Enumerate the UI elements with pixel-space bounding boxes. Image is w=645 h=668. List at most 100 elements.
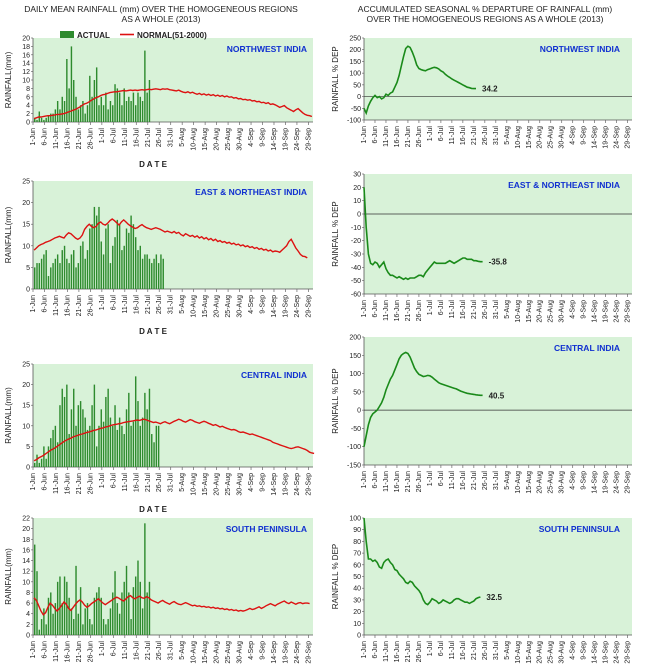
actual-bar <box>79 587 82 635</box>
actual-bar <box>40 619 43 635</box>
actual-bar <box>91 96 93 122</box>
actual-bar <box>112 425 114 467</box>
x-tick-label: 6-Jul <box>110 473 117 489</box>
actual-bar <box>100 409 102 467</box>
x-tick-label: 14-Sep <box>592 471 599 494</box>
y-tick-label: 10 <box>22 423 30 430</box>
x-tick-label: 21-Jun <box>405 641 412 663</box>
actual-bar <box>148 80 151 122</box>
x-tick-label: 5-Aug <box>504 126 511 145</box>
y-tick-label: 10 <box>22 243 30 250</box>
y-tick-label: 70 <box>353 551 361 558</box>
actual-bar <box>75 425 77 467</box>
x-tick-label: 26-Jun <box>87 295 94 317</box>
x-tick-label: 24-Sep <box>294 128 301 151</box>
x-tick-label: 14-Sep <box>271 295 278 318</box>
actual-bar <box>139 245 141 289</box>
x-tick-label: 1-Jul <box>99 473 106 489</box>
actual-bar <box>34 117 36 122</box>
x-tick-label: 1-Jun <box>30 295 37 313</box>
x-tick-label: 21-Jun <box>76 128 83 150</box>
x-tick-label: 4-Sep <box>570 471 577 490</box>
y-tick-label: 20 <box>22 382 30 389</box>
actual-bar <box>89 228 91 289</box>
actual-bar <box>84 113 86 122</box>
actual-bar <box>146 254 148 289</box>
actual-bar <box>86 105 89 122</box>
x-tick-label: 9-Sep <box>581 641 588 660</box>
x-tick-label: 11-Jul <box>122 641 129 660</box>
y-tick-label: 15 <box>22 403 30 410</box>
actual-bar <box>141 608 144 635</box>
x-tick-label: 9-Sep <box>260 295 267 314</box>
actual-bar <box>84 608 86 635</box>
x-tick-label: 25-Aug <box>548 641 555 664</box>
actual-bar <box>36 454 38 467</box>
x-tick-label: 30-Aug <box>559 641 566 664</box>
actual-bar <box>107 388 109 467</box>
actual-bar <box>109 101 112 122</box>
actual-bar <box>109 263 112 289</box>
y-tick-label: 5 <box>26 265 30 272</box>
x-tick-label: 24-Sep <box>614 641 621 664</box>
x-tick-label: 26-Jul <box>482 471 489 491</box>
y-tick-label: 4 <box>26 103 30 110</box>
x-tick-label: 26-Jul <box>482 641 489 661</box>
actual-bar <box>151 434 153 467</box>
x-tick-label: 25-Aug <box>225 641 232 664</box>
x-tick-label: 16-Jun <box>394 126 401 148</box>
x-tick-label: 29-Sep <box>305 295 312 318</box>
x-tick-label: 5-Aug <box>179 473 186 492</box>
y-axis-label: RAINFALL(mm) <box>4 387 13 444</box>
actual-bar <box>151 263 153 289</box>
actual-bar <box>79 245 82 289</box>
panel-background <box>33 38 313 122</box>
departure-header: ACCUMULATED SEASONAL % DEPARTURE OF RAIN… <box>357 4 613 24</box>
y-tick-label: 0 <box>26 287 30 294</box>
x-tick-label: 10-Aug <box>515 471 522 494</box>
actual-bar <box>84 258 86 289</box>
y-tick-label: 100 <box>349 371 361 378</box>
actual-bar <box>114 237 116 289</box>
x-tick-label: 31-Jul <box>168 295 175 315</box>
actual-bar <box>95 592 98 635</box>
actual-bar <box>54 603 57 635</box>
actual-bar <box>109 417 112 467</box>
y-tick-label: 150 <box>349 59 361 66</box>
x-tick-label: 1-Jul <box>99 641 106 657</box>
end-value-label: 40.5 <box>489 391 505 400</box>
actual-bar <box>157 263 160 289</box>
y-axis-label: RAINFALL % DEP <box>331 544 340 610</box>
actual-bar <box>66 59 68 122</box>
x-tick-label: 5-Aug <box>504 641 511 660</box>
x-tick-label: 11-Jun <box>53 128 60 149</box>
x-tick-label: 1-Jun <box>361 300 368 318</box>
y-tick-label: 80 <box>353 539 361 546</box>
x-tick-label: 1-Jul <box>427 300 434 316</box>
x-tick-label: 24-Sep <box>294 295 301 318</box>
y-tick-label: 5 <box>26 444 30 451</box>
actual-bar <box>70 254 73 289</box>
x-tick-label: 1-Jun <box>361 641 368 659</box>
x-tick-label: 19-Sep <box>282 128 289 151</box>
x-tick-label: 16-Jun <box>394 300 401 322</box>
actual-bar <box>139 96 141 122</box>
actual-bar <box>47 115 50 122</box>
x-tick-label: 24-Sep <box>294 641 301 664</box>
actual-bar <box>123 245 125 289</box>
legend-normal-label: NORMAL(51-2000) <box>137 31 207 40</box>
actual-bar <box>107 619 109 635</box>
actual-bar <box>82 624 84 635</box>
actual-bar <box>59 263 61 289</box>
x-tick-label: 24-Sep <box>614 471 621 494</box>
x-tick-label: 21-Jun <box>405 126 412 148</box>
actual-bar <box>40 117 43 122</box>
actual-bar <box>43 254 45 289</box>
x-tick-label: 6-Jul <box>438 471 445 487</box>
actual-bar <box>84 417 86 467</box>
actual-bar <box>100 241 102 289</box>
actual-bar <box>144 392 146 467</box>
legend-actual-label: ACTUAL <box>77 31 110 40</box>
y-tick-label: -100 <box>347 118 361 125</box>
y-tick-label: -10 <box>351 225 361 232</box>
